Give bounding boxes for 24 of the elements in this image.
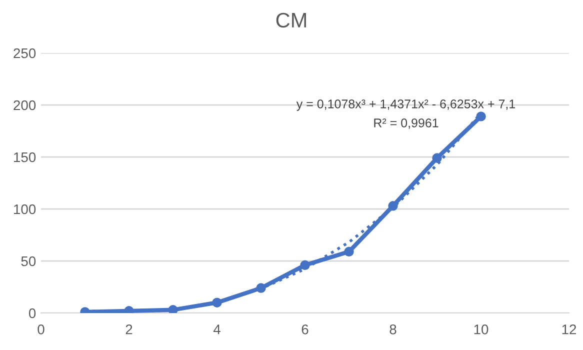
x-tick-label: 12: [562, 324, 576, 334]
x-tick-label: 8: [390, 324, 396, 334]
point: [344, 246, 354, 256]
chart-title: CM: [276, 12, 306, 28]
y-tick-label: 100: [14, 204, 36, 214]
y-tick-label: 200: [14, 100, 36, 110]
x-tick-label: 6: [302, 324, 308, 334]
y-tick-label: 250: [14, 48, 36, 58]
point: [168, 305, 178, 313]
y-tick-label: 150: [14, 152, 36, 162]
x-tick-label: 4: [213, 324, 220, 334]
point: [212, 298, 222, 308]
point: [256, 283, 266, 293]
y-tick-label: 50: [21, 256, 36, 266]
point: [476, 112, 486, 122]
annotation: y = 0,1078x³ + 1,4371x² - 6,6253x + 7,1: [296, 100, 516, 111]
x-tick-label: 10: [474, 324, 488, 334]
point: [300, 260, 310, 270]
point: [432, 153, 442, 163]
x-tick-label: 2: [126, 324, 132, 334]
x-tick-label: 0: [38, 324, 44, 334]
y-tick-label: 0: [28, 308, 36, 318]
point: [388, 201, 398, 211]
annotation: R² = 0,9961: [374, 118, 438, 129]
